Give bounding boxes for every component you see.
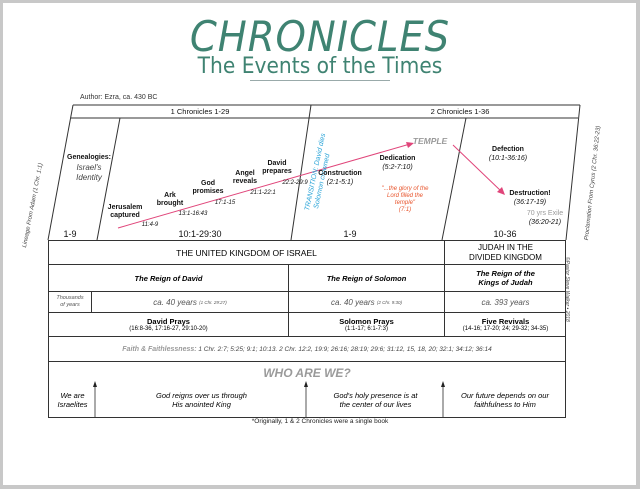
reign-david: The Reign of David (49, 265, 289, 291)
page-title: CHRONICLES (189, 12, 451, 61)
who-item-1: We are Israelites (57, 391, 88, 409)
who-row: WHO ARE WE? We are Israelites God reigns … (49, 362, 565, 418)
exile-ref: (36:20-21) (528, 219, 562, 226)
prayers-row: David Prays (16:8-36, 17:16-27, 29:10-20)… (49, 313, 565, 337)
exile-title: 70 yrs Exile (526, 210, 564, 217)
event-david-prepares-ref: 22:2-29:9 (282, 180, 308, 186)
prayers-solomon: Solomon Prays (1:1-17; 6:1-7:3) (289, 313, 445, 336)
range-genealogies: 1-9 (63, 229, 77, 239)
range-2chr-1: 1-9 (343, 229, 357, 239)
who-item-3: God's holy presence is at the center of o… (333, 391, 418, 409)
genealogies-sub2: Identity (76, 173, 102, 182)
reign-row: The Reign of David The Reign of Solomon … (49, 265, 565, 292)
who-heading: WHO ARE WE? (263, 366, 351, 380)
years-row: Thousands of years ca. 40 years (1 Chr. 2… (49, 292, 565, 313)
united-kingdom-cell: THE UNITED KINGDOM OF ISRAEL (49, 241, 445, 264)
temple-label: TEMPLE (412, 136, 448, 146)
range-2chr-2: 10-36 (493, 229, 517, 239)
who-item-4: Our future depends on our faithfulness to… (461, 391, 549, 409)
kingdom-row: THE UNITED KINGDOM OF ISRAEL JUDAH IN TH… (49, 240, 565, 265)
reign-solomon: The Reign of Solomon (289, 265, 445, 291)
defection-title: Defection (492, 146, 524, 153)
page-subtitle: The Events of the Times (197, 54, 443, 79)
event-god-promises-ref: 17:1-15 (214, 200, 236, 206)
event-god-promises: God promises (192, 180, 224, 196)
reign-kings: The Reign of the Kings of Judah (476, 269, 535, 287)
event-angel-ref: 21:1-22:1 (250, 190, 276, 196)
years-judah: ca. 393 years (481, 297, 530, 307)
genealogies-sub1: Israel's (76, 163, 102, 172)
title-divider (250, 80, 390, 81)
dedication-ref: (5:2-7:10) (382, 164, 413, 171)
event-ark: Ark brought (156, 192, 184, 208)
event-ark-ref: 13:1-16:43 (178, 211, 208, 217)
book-2-chronicles: 2 Chronicles 1-36 (430, 107, 490, 116)
author-note: Author: Ezra, ca. 430 BC (80, 94, 158, 101)
construction-title: Construction (318, 170, 362, 177)
years-label: Thousands of years (49, 292, 92, 312)
book-1-chronicles: 1 Chronicles 1-29 (170, 107, 230, 116)
footnote: *Originally, 1 & 2 Chronicles were a sin… (251, 418, 389, 425)
event-jerusalem-ref: 11:4-9 (141, 222, 159, 228)
faith-row: Faith & Faithlessness: 1 Chr. 2:7; 5:25;… (49, 337, 565, 362)
glory-quote: "...the glory of the Lord filled the templ… (381, 186, 429, 213)
judah-cell: JUDAH IN THE DIVIDED KINGDOM (469, 242, 542, 262)
years-solomon: ca. 40 years (2 Chr. 9:30) (289, 292, 445, 312)
page (3, 3, 636, 485)
event-david-prepares: David prepares (262, 160, 292, 176)
who-item-2: God reigns over us through His anointed K… (156, 391, 247, 409)
destruction-title: Destruction! (509, 190, 551, 197)
summary-table: THE UNITED KINGDOM OF ISRAEL JUDAH IN TH… (48, 240, 566, 418)
construction-ref: (2:1-5:1) (326, 179, 354, 186)
years-david: ca. 40 years (1 Chr. 29:27) (92, 292, 289, 312)
event-jerusalem: Jerusalem captured (107, 204, 143, 220)
faith-cell: Faith & Faithlessness: 1 Chr. 2:7; 5:25;… (122, 345, 492, 353)
defection-ref: (10:1-36:16) (488, 155, 528, 162)
dedication-title: Dedication (379, 155, 416, 162)
destruction-ref: (36:17-19) (513, 199, 547, 206)
genealogies-title: Genealogies: (67, 154, 111, 161)
prayers-revivals: Five Revivals (14-16; 17-20; 24; 29-32; 3… (462, 317, 549, 332)
prayers-david: David Prays (16:8-36, 17:16-27, 29:10-20) (49, 313, 289, 336)
event-angel: Angel reveals (232, 170, 258, 186)
range-1chr: 10:1-29:30 (178, 229, 222, 239)
